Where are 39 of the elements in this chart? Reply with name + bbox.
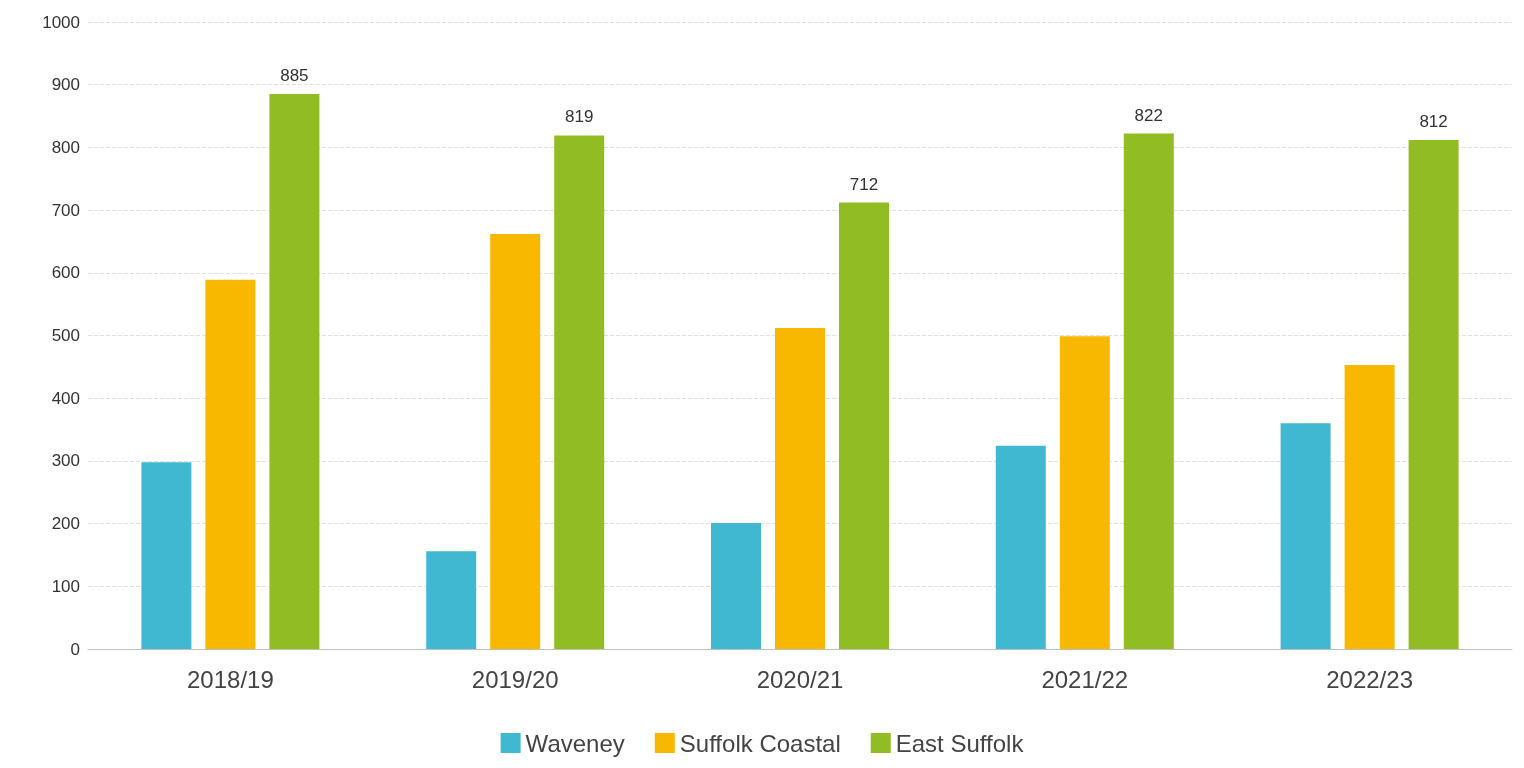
bar xyxy=(554,135,605,649)
bar xyxy=(1280,423,1331,649)
y-tick-label: 300 xyxy=(51,451,80,471)
y-tick-label: 200 xyxy=(51,514,80,534)
data-label: 712 xyxy=(849,174,879,194)
bar xyxy=(141,462,192,649)
legend-label: Waveney xyxy=(525,729,625,757)
x-tick-label: 2022/23 xyxy=(1326,665,1413,693)
bar xyxy=(490,233,541,649)
x-tick-label: 2021/22 xyxy=(1041,665,1129,693)
x-tick-label: 2020/21 xyxy=(756,665,844,693)
data-label: 812 xyxy=(1419,111,1448,131)
bar xyxy=(775,327,825,649)
bar xyxy=(995,445,1046,649)
y-tick-label: 400 xyxy=(51,388,80,408)
y-tick-label: 600 xyxy=(51,263,80,283)
bar xyxy=(205,279,256,649)
bar xyxy=(269,94,320,649)
bar xyxy=(426,551,477,649)
y-tick-label: 900 xyxy=(51,75,80,95)
y-tick-label: 700 xyxy=(51,200,80,220)
bar xyxy=(1123,133,1174,649)
y-tick-label: 0 xyxy=(70,639,80,659)
x-tick-label: 2019/20 xyxy=(471,665,559,693)
legend-label: East Suffolk xyxy=(895,729,1025,757)
bar xyxy=(839,202,889,649)
data-label: 885 xyxy=(280,66,309,86)
bar xyxy=(1408,139,1459,649)
bar xyxy=(1344,364,1395,649)
legend-label: Suffolk Coastal xyxy=(679,729,841,757)
y-tick-label: 800 xyxy=(51,137,80,157)
y-tick-label: 1000 xyxy=(42,12,80,32)
y-tick-label: 100 xyxy=(51,576,80,596)
data-label: 819 xyxy=(565,107,594,127)
bar xyxy=(1059,336,1110,649)
x-tick-label: 2018/19 xyxy=(187,665,274,693)
data-label: 822 xyxy=(1134,105,1163,125)
y-tick-label: 500 xyxy=(51,326,80,345)
bar xyxy=(711,522,761,649)
